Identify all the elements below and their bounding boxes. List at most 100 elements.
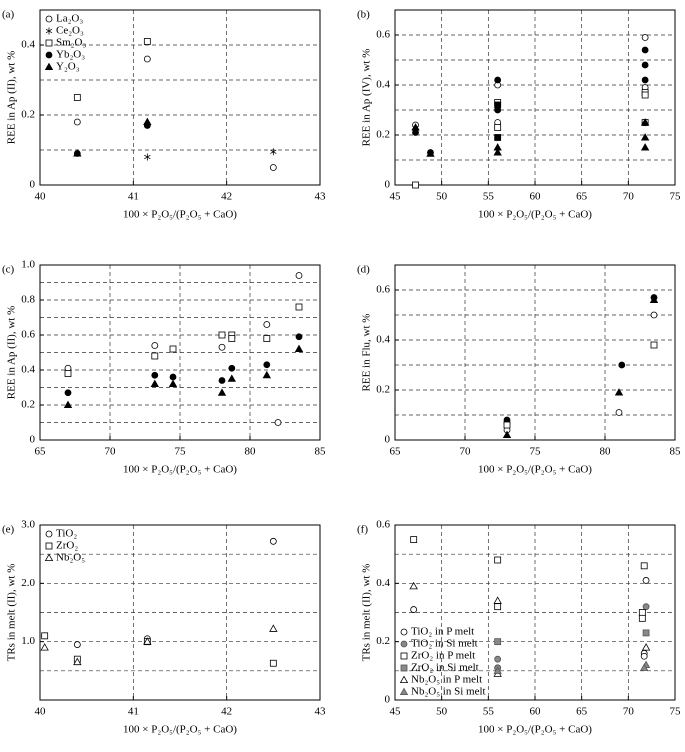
y-tick-label: 0.4 — [21, 39, 35, 51]
data-point — [502, 430, 512, 439]
data-point — [493, 666, 502, 674]
data-point — [493, 596, 502, 604]
y-tick-label: 0 — [385, 694, 391, 706]
data-point — [650, 311, 658, 319]
data-point — [227, 374, 236, 382]
x-tick-label: 43 — [315, 191, 327, 203]
data-point — [143, 117, 152, 125]
data-point — [426, 149, 435, 157]
data-point — [143, 38, 151, 45]
y-tick-label: 0.2 — [376, 384, 390, 396]
plot-frame — [39, 264, 321, 441]
data-point — [410, 536, 418, 543]
data-point — [269, 537, 277, 545]
panel-label: (c) — [2, 264, 15, 276]
data-point — [640, 562, 648, 570]
legend-label: TiO₂ in Si melt — [411, 638, 478, 650]
y-tick-label: 0.2 — [376, 635, 390, 647]
legend-label: La₂O₃ — [56, 13, 83, 25]
y-tick-label: 0.8 — [21, 294, 35, 306]
x-tick-label: 70 — [623, 706, 635, 718]
data-point — [642, 629, 650, 637]
data-point — [650, 341, 658, 349]
data-point — [73, 149, 82, 157]
x-axis-label: 100 × P₂O₅/(P₂O₅ + CaO) — [123, 724, 237, 736]
data-point — [73, 94, 81, 101]
x-tick-label: 70 — [105, 446, 117, 458]
data-point — [294, 344, 304, 353]
data-point — [73, 641, 81, 648]
y-axis-label: REE in Ap (II), wt % — [6, 51, 18, 144]
data-point — [151, 352, 159, 360]
x-tick-label: 50 — [436, 706, 448, 718]
x-tick-label: 40 — [35, 191, 47, 203]
data-point — [412, 181, 419, 189]
data-point — [228, 364, 236, 372]
data-point — [218, 377, 226, 384]
y-tick-label: 0.2 — [21, 109, 35, 121]
x-tick-label: 85 — [315, 446, 327, 458]
panel-label: (f) — [357, 524, 368, 536]
data-point — [641, 61, 649, 69]
y-tick-label: 0.4 — [376, 79, 390, 91]
data-point — [641, 34, 649, 41]
data-point — [269, 164, 277, 171]
data-point — [640, 663, 649, 671]
data-point — [641, 76, 649, 84]
x-tick-label: 65 — [390, 446, 402, 458]
y-tick-label: 1.0 — [21, 635, 35, 647]
data-point — [269, 659, 277, 667]
data-point — [168, 379, 178, 388]
x-tick-label: 65 — [576, 191, 588, 203]
x-axis-label: 100 × P₂O₅/(P₂O₅ + CaO) — [123, 209, 237, 221]
data-point — [144, 153, 151, 161]
data-point — [503, 421, 511, 429]
legend-marker — [45, 530, 53, 538]
panel-label: (b) — [357, 9, 370, 21]
x-tick-label: 75 — [175, 446, 187, 458]
y-axis-label: REE in Ap (II), wt % — [6, 306, 18, 399]
plot-frame — [394, 9, 676, 186]
data-point — [642, 603, 650, 611]
x-tick-label: 80 — [245, 446, 257, 458]
x-tick-label: 65 — [576, 706, 588, 718]
y-tick-label: 0.2 — [21, 399, 35, 411]
x-tick-label: 65 — [35, 446, 47, 458]
data-point — [409, 581, 418, 590]
data-point — [64, 370, 72, 377]
y-tick-label: 0.6 — [376, 519, 390, 531]
x-axis-label: 100 × P₂O₅/(P₂O₅ + CaO) — [478, 464, 592, 476]
data-point — [641, 91, 649, 99]
panel-label: (d) — [357, 264, 370, 276]
data-point — [151, 342, 159, 349]
legend-label: TiO₂ — [56, 528, 77, 540]
x-axis-label: 100 × P₂O₅/(P₂O₅ + CaO) — [478, 209, 592, 221]
legend-label: Yb₂O₃ — [56, 49, 85, 61]
data-point — [410, 606, 418, 613]
data-point — [151, 371, 159, 379]
legend-label: Ce₂O₃ — [56, 25, 84, 37]
y-tick-label: 2.0 — [21, 577, 35, 589]
data-point — [494, 124, 502, 131]
legend-marker — [400, 628, 408, 636]
data-point — [217, 388, 227, 396]
data-point — [640, 118, 650, 126]
data-point — [494, 603, 502, 611]
data-point — [228, 335, 236, 342]
x-tick-label: 45 — [390, 191, 402, 203]
data-point — [73, 657, 82, 666]
data-point — [614, 388, 624, 396]
data-point — [640, 143, 650, 151]
data-point — [494, 76, 502, 84]
data-point — [143, 55, 151, 63]
data-point — [641, 46, 649, 54]
x-tick-label: 50 — [436, 191, 448, 203]
data-point — [73, 118, 81, 126]
data-point — [263, 361, 271, 369]
legend-label: Nb₂O₅ — [56, 552, 85, 564]
data-point — [270, 148, 277, 156]
x-tick-label: 70 — [623, 191, 635, 203]
plot-frame — [39, 524, 321, 701]
data-point — [295, 333, 303, 341]
